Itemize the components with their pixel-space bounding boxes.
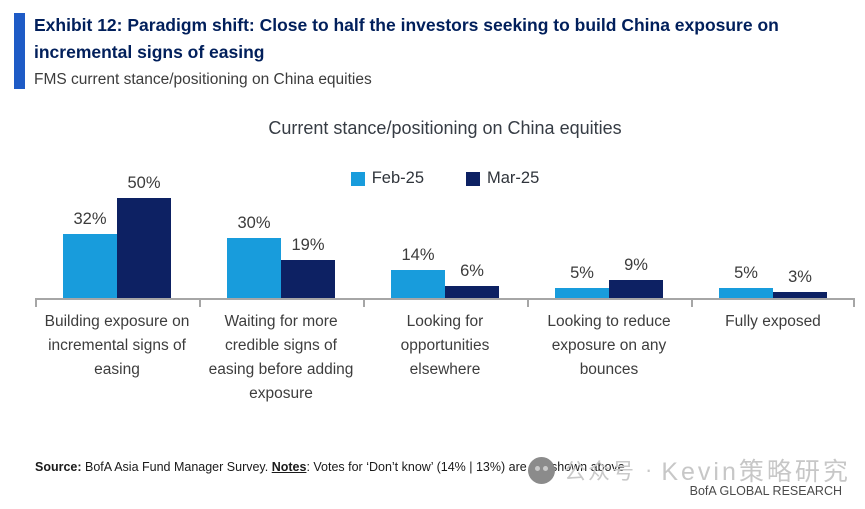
- bar-value-label: 5%: [570, 264, 594, 282]
- category-axis: Building exposure on incremental signs o…: [35, 310, 855, 406]
- axis-tick: [35, 300, 37, 307]
- bar-rect: [281, 260, 335, 298]
- bar-value-label: 9%: [624, 256, 648, 274]
- category-label: Waiting for more credible signs of easin…: [208, 313, 354, 402]
- bar-value-label: 50%: [127, 174, 161, 192]
- notes-label: Notes: [271, 460, 307, 474]
- notes-text: : Votes for ‘Don’t know’ (14% | 13%) are…: [306, 460, 625, 474]
- bar-rect: [391, 270, 445, 298]
- bar-group: 32% 50%: [35, 174, 199, 298]
- bar-group: 5% 9%: [527, 256, 691, 298]
- bar-value-label: 19%: [291, 236, 325, 254]
- exhibit-subtitle: FMS current stance/positioning on China …: [34, 71, 372, 88]
- axis-tick: [853, 300, 855, 307]
- exhibit-title: Exhibit 12: Paradigm shift: Close to hal…: [34, 15, 779, 62]
- bar-rect: [445, 286, 499, 298]
- bar-value-label: 6%: [460, 262, 484, 280]
- exhibit-accent-bar: [14, 13, 25, 89]
- chart-legend: Feb-25 Mar-25: [35, 169, 855, 188]
- chart-title: Current stance/positioning on China equi…: [268, 118, 622, 138]
- watermark-separator: ·: [645, 457, 653, 482]
- category-label: Looking for opportunities elsewhere: [400, 313, 490, 378]
- bar-rect: [63, 234, 117, 298]
- bar-group: 30% 19%: [199, 214, 363, 298]
- watermark-name: Kevin策略研究: [661, 458, 851, 486]
- category-label: Building exposure on incremental signs o…: [44, 313, 190, 378]
- plot-area: 32% 50% 30% 19% 14% 6% 5% 9% 5% 3%: [35, 170, 855, 307]
- category-label: Fully exposed: [725, 313, 821, 330]
- bar-rect: [227, 238, 281, 298]
- bar-rect: [609, 280, 663, 298]
- axis-tick: [363, 300, 365, 307]
- header: Exhibit 12: Paradigm shift: Close to hal…: [34, 12, 836, 91]
- source-label: Source:: [35, 460, 82, 474]
- legend-swatch-icon: [466, 171, 480, 186]
- bar-rect: [117, 198, 171, 298]
- bar-feb-25: 14%: [391, 246, 445, 298]
- bar-mar-25: 19%: [281, 236, 335, 298]
- bar-feb-25: 5%: [555, 264, 609, 298]
- bar-group: 14% 6%: [363, 246, 527, 298]
- brand-line: BofA GLOBAL RESEARCH: [689, 484, 842, 498]
- bar-value-label: 32%: [73, 210, 107, 228]
- axis-tick: [691, 300, 693, 307]
- legend-item-feb-25: Feb-25: [350, 169, 424, 188]
- category-label: Looking to reduce exposure on any bounce…: [547, 313, 671, 378]
- bar-value-label: 5%: [734, 264, 758, 282]
- bar-mar-25: 9%: [609, 256, 663, 298]
- bar-rect: [555, 288, 609, 298]
- source-text: BofA Asia Fund Manager Survey.: [81, 460, 272, 474]
- legend-label: Mar-25: [487, 169, 540, 187]
- legend-label: Feb-25: [371, 169, 424, 187]
- bar-feb-25: 5%: [719, 264, 773, 298]
- bar-value-label: 14%: [401, 246, 435, 264]
- axis-tick: [199, 300, 201, 307]
- legend-item-mar-25: Mar-25: [466, 169, 539, 188]
- bar-mar-25: 6%: [445, 262, 499, 298]
- bar-mar-25: 50%: [117, 174, 171, 298]
- bar-mar-25: 3%: [773, 268, 827, 298]
- bar-value-label: 30%: [237, 214, 271, 232]
- source-note: Source: BofA Asia Fund Manager Survey. N…: [35, 460, 625, 474]
- axis-tick: [527, 300, 529, 307]
- bar-value-label: 3%: [788, 268, 812, 286]
- bar-group: 5% 3%: [691, 264, 855, 298]
- bar-feb-25: 30%: [227, 214, 281, 298]
- bar-rect: [773, 292, 827, 298]
- legend-swatch-icon: [350, 171, 365, 186]
- bar-feb-25: 32%: [63, 210, 117, 298]
- bar-rect: [719, 288, 773, 298]
